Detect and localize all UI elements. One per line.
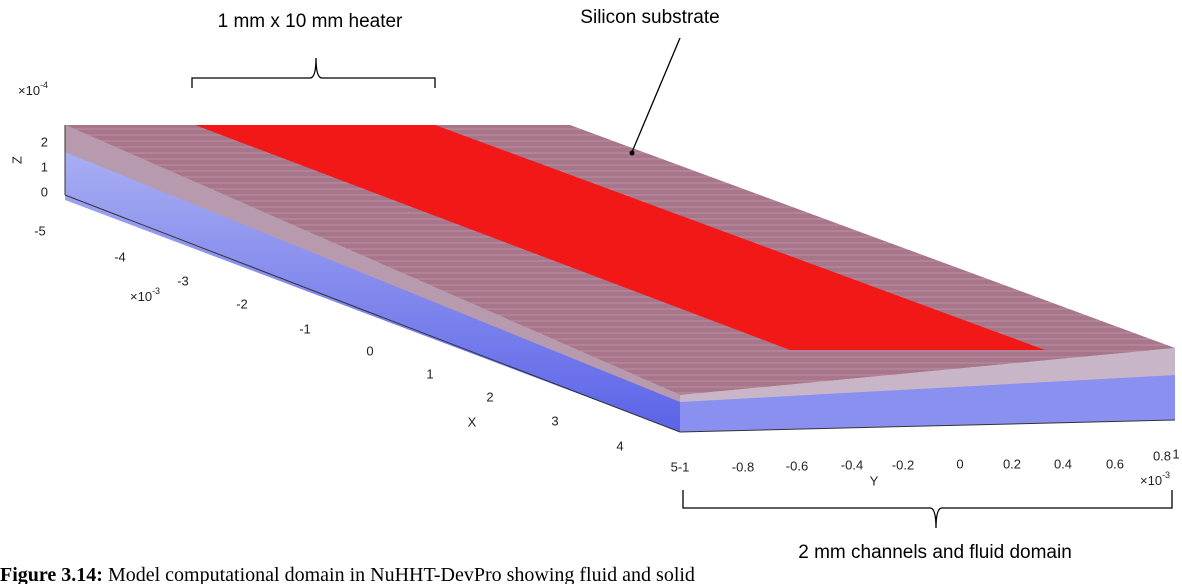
x-tick-label: 0 — [366, 343, 373, 358]
x-tick-label: 1 — [426, 366, 433, 381]
substrate-pointer — [631, 37, 681, 153]
y-axis-label: Y — [870, 473, 879, 488]
solid-front-face — [680, 348, 1175, 402]
caption-text: Model computational domain in NuHHT-DevP… — [108, 564, 695, 584]
pointer-dot — [629, 150, 635, 156]
x-tick-label: -1 — [299, 321, 311, 336]
y-tick-label: 0.8 — [1153, 448, 1171, 463]
x-tick-label: 5-1 — [671, 459, 690, 474]
fluid-front-face — [680, 372, 1175, 432]
z-tick-label: 0 — [41, 184, 48, 199]
x-axis-label: X — [468, 414, 477, 429]
y-tick-label: 0 — [956, 456, 963, 471]
z-scale: ×10-4 — [18, 80, 48, 98]
x-tick-label: 4 — [616, 438, 623, 453]
y-scale: ×10-3 — [1140, 470, 1170, 488]
heater-label: 1 mm x 10 mm heater — [218, 11, 403, 32]
y-tick-label: 0.6 — [1106, 456, 1124, 471]
x-tick-label: -2 — [236, 296, 248, 311]
y-tick-label: -0.8 — [732, 459, 754, 474]
y-tick-label: 0.2 — [1003, 456, 1021, 471]
scale-base: ×10 — [18, 83, 40, 98]
x-tick-label: -5 — [34, 223, 46, 238]
z-axis-label: Z — [9, 156, 24, 164]
x-tick-label: 3 — [551, 413, 558, 428]
z-tick-label: 1 — [41, 159, 48, 174]
domain-render — [64, 125, 1176, 433]
heater-brace — [191, 57, 436, 88]
caption-label: Figure 3.14: — [0, 564, 103, 584]
y-tick-label: 0.4 — [1054, 456, 1072, 471]
x-scale: ×10-3 — [130, 286, 160, 304]
y-tick-label: 1 — [1172, 446, 1179, 461]
annotation-shapes — [191, 37, 1173, 529]
heater — [195, 125, 1045, 350]
solid-left-face — [65, 125, 680, 402]
y-axis-line — [679, 419, 1176, 433]
caption: Figure 3.14: Model computational domain … — [0, 564, 695, 584]
fluid-left-face — [65, 150, 680, 432]
scale-base: ×10 — [130, 289, 152, 304]
scale-base: ×10 — [1140, 473, 1162, 488]
substrate-label: Silicon substrate — [580, 7, 719, 28]
x-tick-label: 2 — [486, 389, 493, 404]
scale-exp: -4 — [40, 80, 48, 90]
y-tick-label: -0.2 — [892, 457, 914, 472]
scale-exp: -3 — [152, 286, 160, 296]
z-tick-label: 2 — [41, 134, 48, 149]
x-axis-line — [64, 194, 681, 433]
channels-label: 2 mm channels and fluid domain — [798, 542, 1072, 563]
x-tick-label: -4 — [114, 249, 126, 264]
y-tick-label: -0.4 — [841, 457, 863, 472]
x-tick-label: -3 — [177, 273, 189, 288]
y-tick-label: -0.6 — [786, 458, 808, 473]
channels-brace — [682, 490, 1173, 529]
scale-exp: -3 — [1162, 470, 1170, 480]
